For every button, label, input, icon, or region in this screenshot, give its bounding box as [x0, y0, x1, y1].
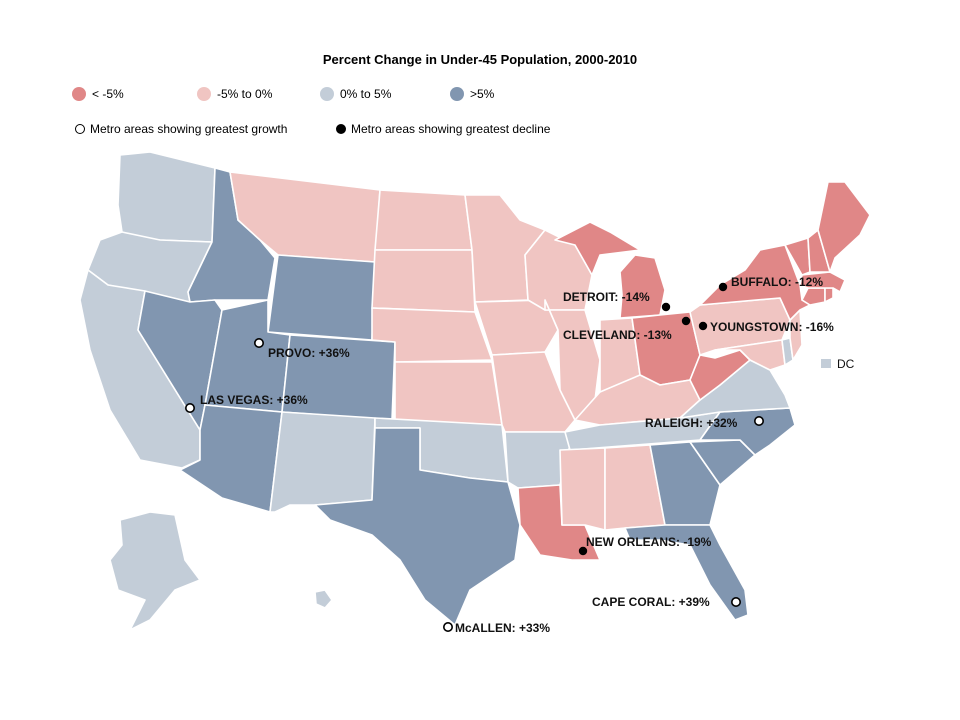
map-title: Percent Change in Under-45 Population, 2… — [322, 52, 638, 67]
legend-swatch — [72, 87, 86, 101]
state-nm — [269, 411, 376, 513]
legend-growth-label: Metro areas showing greatest growth — [90, 122, 288, 136]
dc-label: DC — [837, 357, 855, 371]
state-ks — [394, 361, 503, 426]
state-ak — [109, 511, 201, 631]
metro-label-youngstown: YOUNGSTOWN: -16% — [710, 320, 834, 334]
state-ny — [699, 244, 811, 321]
metro-label-mcallen: McALLEN: +33% — [455, 621, 550, 635]
state-hi — [314, 589, 333, 609]
legend-swatch — [450, 87, 464, 101]
legend-label: < -5% — [92, 87, 124, 101]
state-wi — [524, 229, 593, 311]
dc-swatch — [821, 359, 831, 368]
legend-growth: Metro areas showing greatest growth — [75, 122, 287, 136]
legend-swatch — [320, 87, 334, 101]
metro-marker-provo — [254, 337, 265, 348]
metro-marker-buffalo — [718, 282, 728, 292]
legend-swatch — [197, 87, 211, 101]
metro-marker-mcallen — [442, 621, 453, 632]
state-wy — [267, 254, 376, 341]
legend-label: >5% — [470, 87, 495, 101]
state-wa — [117, 151, 216, 243]
metro-label-las-vegas: LAS VEGAS: +36% — [200, 393, 308, 407]
state-nd — [374, 189, 473, 251]
metro-label-buffalo: BUFFALO: -12% — [731, 275, 823, 289]
metro-label-cleveland: CLEVELAND: -13% — [563, 328, 672, 342]
state-sd — [371, 249, 476, 313]
state-ga — [649, 441, 721, 526]
state-ct — [801, 287, 826, 306]
metro-marker-raleigh — [753, 415, 764, 426]
metro-marker-new-orleans — [578, 546, 588, 556]
decline-marker-icon — [336, 124, 346, 134]
legend-decline-label: Metro areas showing greatest decline — [351, 122, 551, 136]
state-fl — [624, 524, 749, 621]
state-tx — [314, 427, 521, 626]
state-ma — [799, 271, 846, 293]
state-oh — [631, 311, 701, 386]
metro-marker-cape-coral — [730, 596, 741, 607]
metro-marker-detroit — [661, 302, 671, 312]
metro-marker-las-vegas — [185, 402, 196, 413]
state-me — [817, 181, 871, 273]
legend-item-0-to-5: 0% to 5% — [320, 87, 391, 101]
legend-label: 0% to 5% — [340, 87, 392, 101]
metro-label-provo: PROVO: +36% — [268, 346, 350, 360]
state-mi — [554, 221, 666, 319]
metro-label-cape-coral: CAPE CORAL: +39% — [592, 595, 710, 609]
metro-marker-youngstown — [698, 321, 708, 331]
legend-item-lt-neg5: < -5% — [72, 87, 124, 101]
legend-item-neg5-to-0: -5% to 0% — [197, 87, 272, 101]
metro-label-raleigh: RALEIGH: +32% — [645, 416, 738, 430]
legend-label: -5% to 0% — [217, 87, 273, 101]
state-ri — [824, 287, 834, 303]
state-mo — [491, 351, 576, 433]
metro-marker-cleveland — [681, 316, 691, 326]
state-ms — [559, 447, 606, 531]
legend-decline: Metro areas showing greatest decline — [336, 122, 550, 136]
legend-item-gt-5: >5% — [450, 87, 494, 101]
growth-marker-icon — [75, 124, 85, 134]
metro-label-detroit: DETROIT: -14% — [563, 290, 650, 304]
metro-label-new-orleans: NEW ORLEANS: -19% — [586, 535, 712, 549]
